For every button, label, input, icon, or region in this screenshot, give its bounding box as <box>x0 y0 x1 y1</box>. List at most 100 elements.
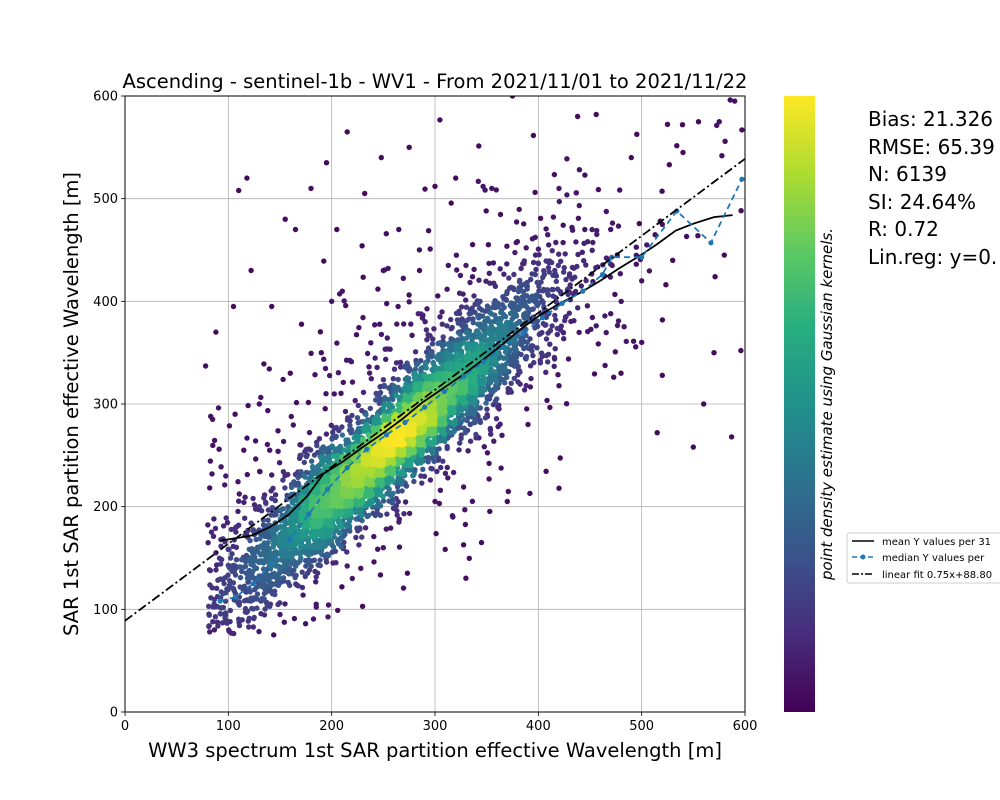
scatter-point <box>462 507 468 513</box>
scatter-point <box>250 568 256 575</box>
scatter-point <box>701 401 707 407</box>
scatter-point <box>444 323 450 329</box>
scatter-point <box>403 483 410 489</box>
scatter-point <box>438 464 444 471</box>
scatter-point <box>290 515 296 521</box>
scatter-point <box>527 490 533 497</box>
scatter-point <box>442 470 449 476</box>
scatter-point <box>695 233 701 239</box>
scatter-point <box>457 424 464 431</box>
scatter-point <box>268 552 274 558</box>
scatter-point <box>276 460 283 466</box>
scatter-point <box>411 471 417 478</box>
scatter-point <box>612 291 618 298</box>
scatter-point <box>472 309 478 315</box>
scatter-point <box>312 372 318 378</box>
scatter-point <box>436 500 443 507</box>
scatter-point <box>722 138 728 144</box>
scatter-point <box>237 574 244 581</box>
scatter-point <box>207 458 214 464</box>
scatter-point <box>349 379 356 385</box>
scatter-point <box>390 496 396 503</box>
scatter-point <box>268 529 275 536</box>
scatter-point <box>259 595 265 602</box>
scatter-point <box>206 611 212 617</box>
scatter-point <box>290 422 296 428</box>
scatter-point <box>209 471 215 477</box>
scatter-point <box>412 366 419 372</box>
scatter-point <box>342 528 349 534</box>
scatter-point <box>397 359 404 365</box>
scatter-point <box>307 447 314 453</box>
scatter-point <box>216 446 222 452</box>
scatter-point <box>498 363 504 369</box>
scatter-point <box>511 310 517 316</box>
scatter-point <box>339 584 345 590</box>
scatter-point <box>471 293 477 299</box>
scatter-point <box>444 464 450 471</box>
scatter-point <box>538 279 544 285</box>
scatter-point <box>436 446 442 452</box>
scatter-point <box>374 510 381 516</box>
scatter-point <box>535 260 542 267</box>
scatter-point <box>418 473 424 479</box>
scatter-point <box>232 411 238 417</box>
scatter-point <box>444 286 450 292</box>
scatter-point <box>573 239 579 245</box>
scatter-point <box>326 372 333 379</box>
scatter-point <box>270 544 276 550</box>
scatter-point <box>265 517 271 523</box>
scatter-point <box>416 385 423 391</box>
scatter-point <box>368 491 375 498</box>
scatter-point <box>636 220 642 227</box>
scatter-point <box>581 258 587 264</box>
scatter-point <box>484 450 491 456</box>
scatter-point <box>399 488 405 494</box>
scatter-point <box>230 303 237 310</box>
scatter-point <box>536 331 542 338</box>
scatter-point <box>444 361 451 367</box>
scatter-point <box>298 442 304 448</box>
scatter-point <box>336 499 342 506</box>
scatter-point <box>523 245 529 251</box>
scatter-point <box>368 478 375 484</box>
scatter-point <box>256 628 262 635</box>
scatter-point <box>333 560 339 566</box>
scatter-point <box>523 353 530 360</box>
scatter-point <box>256 401 262 407</box>
scatter-point <box>492 369 498 375</box>
scatter-point <box>482 415 489 421</box>
scatter-point <box>430 426 436 432</box>
scatter-point <box>476 305 483 311</box>
scatter-point <box>594 231 600 238</box>
scatter-point <box>264 441 271 448</box>
scatter-point <box>252 438 259 444</box>
scatter-point <box>630 338 637 344</box>
scatter-point <box>422 373 428 379</box>
scatter-point <box>614 322 621 329</box>
scatter-point <box>460 484 467 490</box>
scatter-point <box>583 277 589 284</box>
scatter-point <box>343 489 350 496</box>
scatter-point <box>473 431 479 438</box>
scatter-point <box>248 574 254 581</box>
scatter-point <box>388 395 394 402</box>
scatter-point <box>380 493 386 499</box>
scatter-point <box>271 632 277 638</box>
scatter-point <box>236 498 242 504</box>
scatter-point <box>371 533 377 540</box>
scatter-point <box>324 553 330 559</box>
scatter-point <box>329 549 335 555</box>
scatter-point <box>261 585 267 591</box>
scatter-point <box>504 288 510 295</box>
scatter-point <box>524 286 530 292</box>
scatter-point <box>484 406 490 412</box>
scatter-point <box>359 603 366 609</box>
scatter-point <box>247 537 253 544</box>
scatter-point <box>659 372 665 378</box>
scatter-point <box>211 437 218 444</box>
scatter-point <box>565 291 571 298</box>
scatter-point <box>561 265 567 271</box>
scatter-point <box>437 487 444 493</box>
scatter-point <box>328 522 334 528</box>
